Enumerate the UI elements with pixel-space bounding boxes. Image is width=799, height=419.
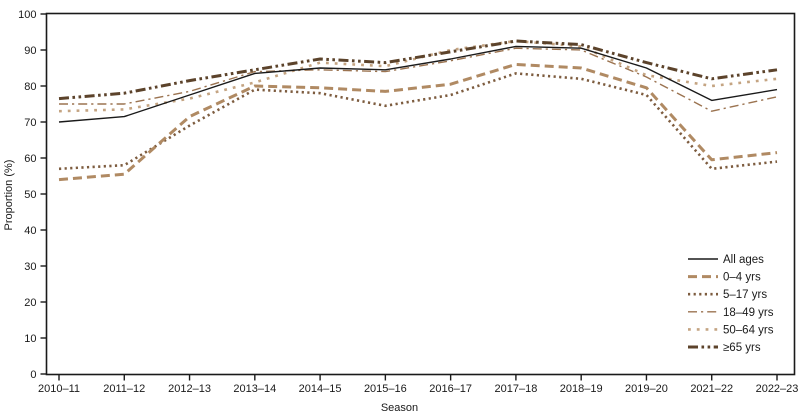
- x-tick-label: 2017–18: [494, 383, 537, 395]
- y-axis-title: Proportion (%): [3, 159, 15, 231]
- x-tick-label: 2016–17: [429, 383, 472, 395]
- legend-label-1: 0–4 yrs: [723, 272, 761, 284]
- y-tick-label: 60: [24, 153, 36, 165]
- x-tick-label: 2022–23: [756, 383, 799, 395]
- y-tick-label: 80: [24, 81, 36, 93]
- y-tick-label: 100: [18, 9, 36, 21]
- y-tick-label: 90: [24, 45, 36, 57]
- x-tick-label: 2019–20: [625, 383, 668, 395]
- legend-label-5: ≥65 yrs: [723, 342, 761, 354]
- series-line-all-ages: [58, 45, 778, 123]
- x-tick-label: 2013–14: [233, 383, 276, 395]
- x-tick-label: 2011–12: [103, 383, 145, 395]
- y-tick-label: 70: [24, 117, 36, 129]
- y-tick-label: 0: [30, 369, 36, 381]
- series-line--65-yrs: [58, 39, 778, 101]
- x-tick-label: 2018–19: [560, 383, 603, 395]
- series-line-18-49-yrs: [59, 47, 778, 112]
- series-line-5-17-yrs: [58, 72, 778, 171]
- x-tick-label: 2021–22: [690, 383, 733, 395]
- x-tick-label: 2015–16: [364, 383, 407, 395]
- y-tick-label: 50: [24, 189, 36, 201]
- y-tick-label: 40: [24, 225, 36, 237]
- legend-label-3: 18–49 yrs: [723, 307, 774, 319]
- y-tick-label: 30: [24, 261, 36, 273]
- legend-label-4: 50–64 yrs: [723, 324, 774, 336]
- x-axis-title: Season: [380, 402, 419, 414]
- plot-frame: [45, 12, 796, 376]
- x-tick-label: 2010–11: [38, 383, 80, 395]
- y-tick-label: 20: [24, 297, 36, 309]
- y-tick-label: 10: [24, 333, 36, 345]
- x-tick-label: 2014–15: [299, 383, 342, 395]
- legend-label-2: 5–17 yrs: [723, 289, 767, 301]
- legend-label-0: All ages: [723, 254, 764, 266]
- x-tick-label: 2012–13: [168, 383, 211, 395]
- series-line-0-4-yrs: [58, 62, 778, 182]
